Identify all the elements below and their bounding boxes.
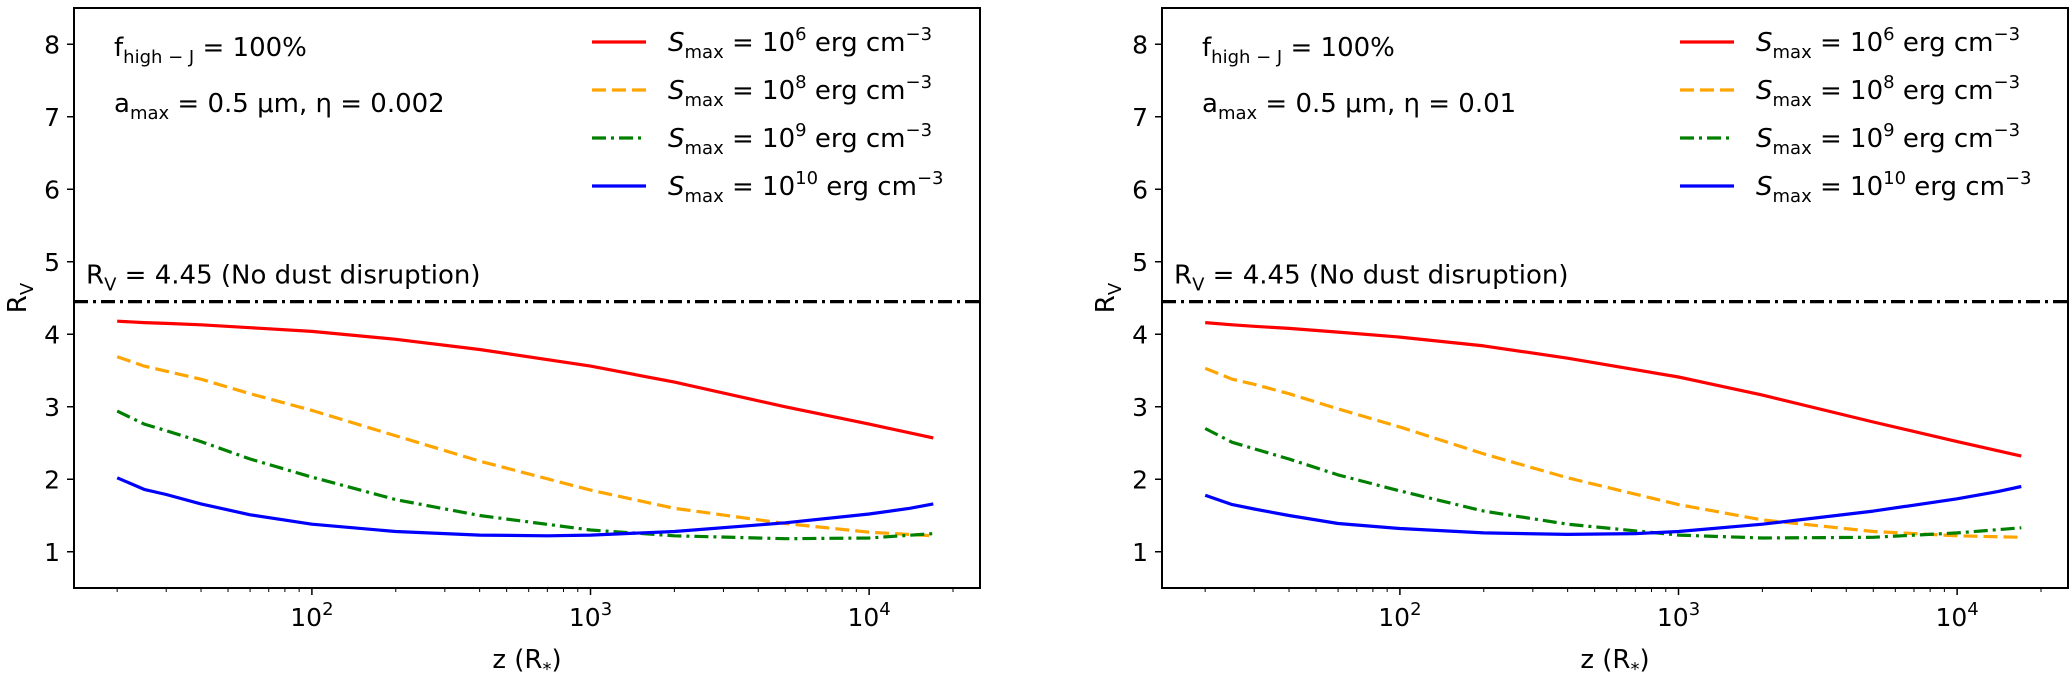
annotation-amax-eta: amax = 0.5 μm, η = 0.002 (114, 89, 445, 124)
y-tick-label: 6 (1132, 175, 1148, 204)
series-group (116, 319, 934, 541)
y-tick-label: 2 (44, 465, 60, 494)
y-tick-label: 1 (44, 538, 60, 567)
y-tick-label: 3 (44, 393, 60, 422)
y-tick-label: 8 (1132, 30, 1148, 59)
legend-label-smax-1e9: Smax = 109 erg cm−3 (668, 120, 932, 159)
y-tick-label: 4 (44, 320, 60, 349)
series-line-smax-1e10 (116, 476, 934, 538)
y-tick-label: 7 (44, 103, 60, 132)
annotation-amax-eta: amax = 0.5 μm, η = 0.01 (1202, 89, 1516, 124)
x-tick-label: 102 (290, 599, 333, 632)
x-axis-label: z (R*) (492, 645, 561, 673)
legend-label-smax-1e8: Smax = 108 erg cm−3 (668, 72, 932, 111)
left-panel: 1 2 3 4 5 6 7 8 102 103 104 z (R*) RV RV = 4.45 (No d… (3, 7, 981, 673)
series-line-smax-1e6 (117, 319, 934, 440)
right-panel: 1 2 3 4 5 6 7 8 102 103 104 z (R*) RV RV = 4.45 (No d… (1091, 7, 2069, 673)
x-tick-label: 104 (847, 599, 890, 632)
y-axis-label: RV (1091, 282, 1126, 313)
x-tick-label: 104 (1935, 599, 1978, 632)
x-tick-label: 102 (1378, 599, 1421, 632)
legend-label-smax-1e8: Smax = 108 erg cm−3 (1756, 72, 2020, 111)
reference-line-label: RV = 4.45 (No dust disruption) (86, 261, 481, 296)
annotation-f-high-j: fhigh − J = 100% (1202, 33, 1395, 68)
series-line-smax-1e6 (1205, 321, 2022, 458)
y-tick-label: 2 (1132, 465, 1148, 494)
series-line-smax-1e9 (116, 409, 934, 541)
legend-label-smax-1e9: Smax = 109 erg cm−3 (1756, 120, 2020, 159)
annotation-f-high-j: fhigh − J = 100% (114, 33, 307, 68)
y-tick-label: 7 (1132, 103, 1148, 132)
axes-frame (1161, 7, 2069, 589)
y-tick-label: 6 (44, 175, 60, 204)
y-axis-label: RV (3, 282, 38, 313)
y-tick-label: 5 (1132, 248, 1148, 277)
x-tick-label: 103 (569, 599, 612, 632)
reference-line-label: RV = 4.45 (No dust disruption) (1174, 261, 1569, 296)
legend-label-smax-1e6: Smax = 106 erg cm−3 (1756, 24, 2020, 63)
y-tick-label: 3 (1132, 393, 1148, 422)
series-line-smax-1e8 (1204, 366, 2022, 539)
legend-label-smax-1e10: Smax = 1010 erg cm−3 (668, 168, 943, 207)
series-line-smax-1e10 (1204, 484, 2022, 537)
legend-label-smax-1e6: Smax = 106 erg cm−3 (668, 24, 932, 63)
y-tick-label: 4 (1132, 320, 1148, 349)
series-line-smax-1e9 (1204, 427, 2022, 540)
y-tick-label: 1 (1132, 538, 1148, 567)
axes-frame (73, 7, 981, 589)
y-tick-label: 8 (44, 30, 60, 59)
x-tick-label: 103 (1657, 599, 1700, 632)
y-tick-label: 5 (44, 248, 60, 277)
x-axis-label: z (R*) (1580, 645, 1649, 673)
series-group (1204, 321, 2022, 540)
legend-label-smax-1e10: Smax = 1010 erg cm−3 (1756, 168, 2031, 207)
